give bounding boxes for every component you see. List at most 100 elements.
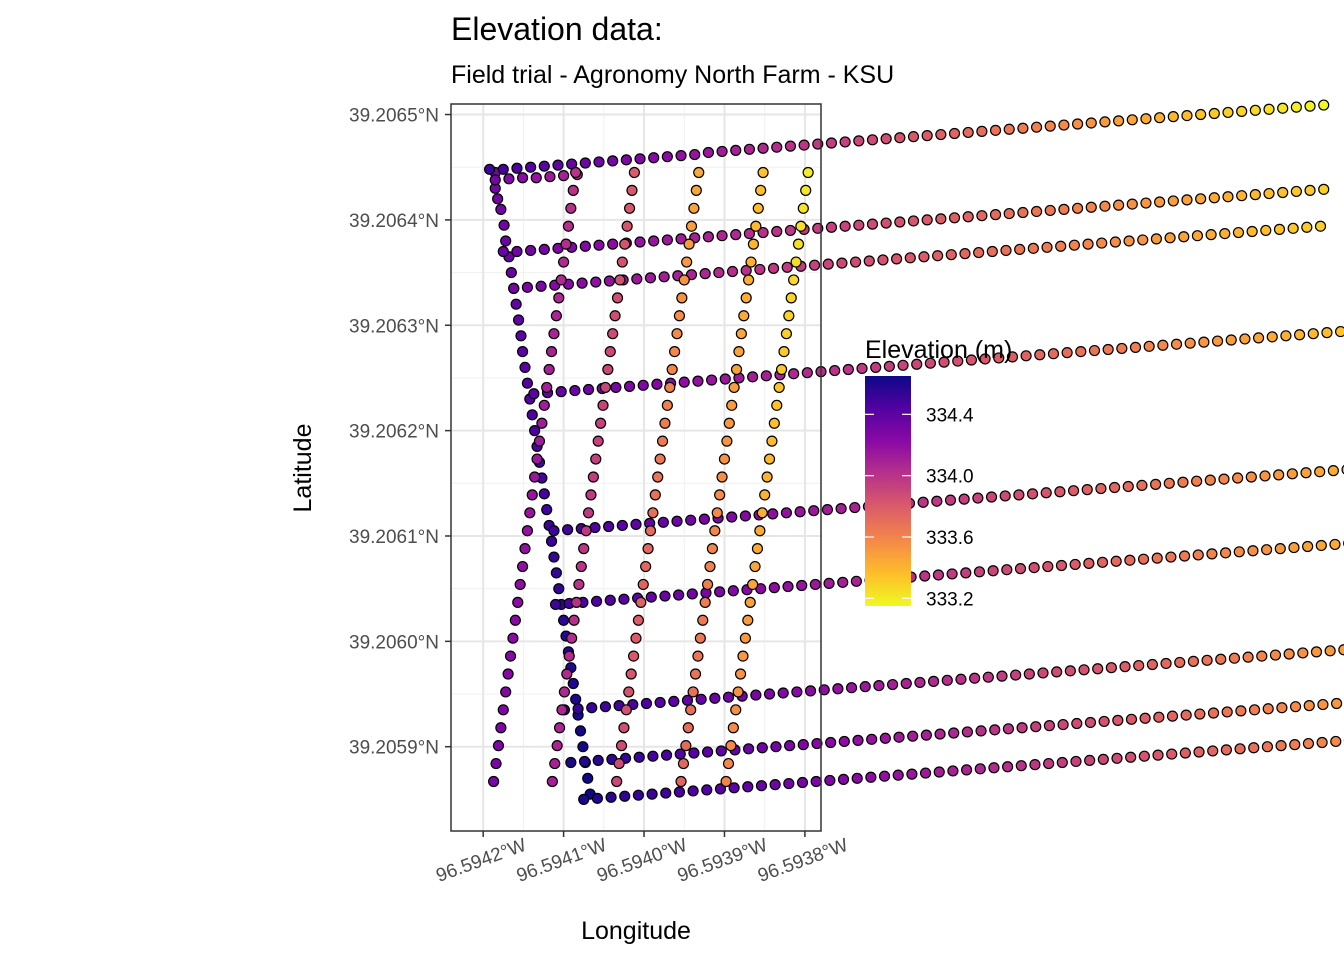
data-point xyxy=(1330,735,1342,748)
data-point xyxy=(1242,651,1254,663)
data-point xyxy=(962,126,974,139)
data-point xyxy=(1248,742,1260,754)
data-point xyxy=(546,775,558,788)
data-point xyxy=(633,751,645,763)
data-point xyxy=(530,172,542,184)
data-point xyxy=(1068,239,1080,251)
data-point xyxy=(538,160,550,172)
data-point xyxy=(739,632,751,644)
data-point xyxy=(553,722,566,734)
x-tick-label: 96.5938°W xyxy=(755,835,851,887)
data-point xyxy=(1146,658,1158,671)
data-point xyxy=(607,155,619,167)
data-point xyxy=(531,453,543,465)
data-point xyxy=(982,671,994,683)
data-point xyxy=(716,471,728,483)
data-point xyxy=(575,560,587,573)
data-point xyxy=(529,425,541,437)
data-point xyxy=(996,670,1008,682)
data-point xyxy=(1259,470,1271,482)
data-point xyxy=(630,632,642,644)
data-point xyxy=(837,576,849,588)
data-point xyxy=(973,246,985,259)
data-point xyxy=(526,489,538,501)
data-point xyxy=(548,328,560,340)
data-point xyxy=(1084,716,1097,729)
data-point xyxy=(582,507,595,519)
data-point xyxy=(778,346,790,358)
y-tick-label: 39.2065°N xyxy=(349,106,439,127)
data-point xyxy=(685,220,698,232)
data-point xyxy=(1092,663,1104,675)
data-point xyxy=(1099,116,1111,128)
data-point xyxy=(644,272,657,284)
data-point xyxy=(685,514,697,526)
data-point xyxy=(675,775,687,788)
data-point xyxy=(1002,723,1015,735)
data-point xyxy=(920,729,932,741)
data-point xyxy=(832,683,844,695)
data-point xyxy=(558,170,570,182)
data-point xyxy=(505,266,517,279)
data-point xyxy=(1286,468,1298,480)
x-tick-label: 96.5941°W xyxy=(514,835,610,887)
data-point xyxy=(616,256,628,268)
data-point xyxy=(1001,564,1013,576)
legend-ticks: 333.2 333.6 334.0 334.4 xyxy=(865,405,974,610)
data-point xyxy=(784,140,797,152)
data-point xyxy=(852,734,864,746)
data-point xyxy=(1207,707,1220,719)
legend-colorbar xyxy=(865,376,911,606)
data-point xyxy=(1317,698,1329,711)
data-point xyxy=(839,220,851,232)
data-point xyxy=(1263,187,1275,200)
data-point xyxy=(1023,668,1035,680)
data-point xyxy=(1082,238,1094,250)
data-point xyxy=(1071,118,1084,130)
data-point xyxy=(675,150,687,162)
data-point xyxy=(894,132,906,144)
data-point xyxy=(605,791,617,803)
data-point xyxy=(1010,669,1022,681)
data-point xyxy=(1225,334,1237,346)
data-point xyxy=(692,375,704,387)
data-point xyxy=(634,153,646,165)
data-point xyxy=(627,650,640,662)
data-point xyxy=(1235,705,1247,717)
data-point xyxy=(1232,472,1244,484)
data-point xyxy=(1206,548,1218,560)
data-point xyxy=(987,565,999,577)
data-point xyxy=(1105,662,1117,674)
data-point xyxy=(1193,746,1205,758)
y-tick-label: 39.2062°N xyxy=(349,422,439,443)
data-point xyxy=(1088,344,1101,357)
data-point xyxy=(1058,203,1070,215)
data-point xyxy=(976,210,988,222)
data-point xyxy=(863,255,875,267)
data-point xyxy=(945,249,957,261)
data-point xyxy=(711,507,723,519)
data-point xyxy=(687,686,699,698)
data-point xyxy=(1293,329,1306,341)
data-point xyxy=(709,692,721,704)
data-point xyxy=(504,650,517,662)
data-point xyxy=(919,570,931,582)
data-point xyxy=(783,310,795,322)
data-point xyxy=(1123,235,1135,247)
data-point xyxy=(548,551,560,563)
data-point xyxy=(570,596,583,608)
data-point xyxy=(1180,709,1192,721)
data-point xyxy=(1167,195,1179,207)
data-point xyxy=(853,219,865,231)
data-point xyxy=(1058,119,1070,131)
data-point xyxy=(664,381,676,394)
data-point xyxy=(512,596,524,608)
data-point xyxy=(1122,480,1134,493)
data-point xyxy=(701,746,714,758)
data-point xyxy=(1126,198,1138,210)
x-axis-label: Longitude xyxy=(581,917,691,945)
data-point xyxy=(1014,563,1027,575)
data-point xyxy=(607,328,619,340)
data-point xyxy=(1277,186,1289,199)
data-point xyxy=(1041,241,1053,253)
